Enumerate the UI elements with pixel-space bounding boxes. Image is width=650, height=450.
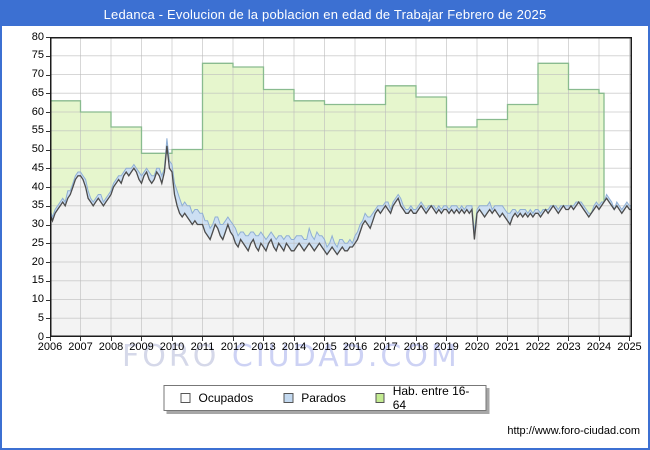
legend: Ocupados Parados Hab. entre 16-64 [163,384,487,412]
y-axis-tick [46,337,50,338]
x-axis-tick [141,337,143,341]
y-axis-tick [46,149,50,151]
y-axis-tick [46,224,50,226]
y-axis-label: 75 [31,49,44,62]
y-axis-label: 5 [37,311,44,324]
x-axis-label: 2007 [68,341,93,353]
x-axis-tick [507,337,509,341]
x-axis-tick [324,337,326,341]
site-url-link[interactable]: http://www.foro-ciudad.com [507,425,640,437]
x-axis-tick [568,337,570,341]
x-axis-tick [629,337,631,341]
x-axis-label: 2014 [281,341,307,353]
x-axis-tick [476,337,478,341]
x-axis-label: 2022 [525,341,551,353]
y-axis-tick [46,318,50,320]
y-axis-label: 60 [31,105,44,118]
y-axis-tick [46,74,50,76]
x-axis-tick [80,337,82,341]
y-axis-label: 35 [31,199,44,212]
y-axis-label: 30 [31,218,44,230]
y-axis-label: 0 [37,330,44,343]
y-axis-tick [46,93,50,95]
y-axis-label: 10 [31,293,44,305]
x-axis-tick [263,337,265,341]
y-axis-tick [46,168,50,170]
title-bar: Ledanca - Evolucion de la poblacion en e… [2,2,648,26]
y-axis-tick [46,112,50,113]
x-axis-tick [110,337,112,341]
x-axis-label: 2023 [556,341,581,353]
x-axis-tick [385,337,387,341]
x-axis-label: 2025 [617,341,642,353]
y-axis-tick [46,299,50,301]
legend-label: Parados [301,391,346,405]
legend-item-parados: Parados [283,391,346,405]
x-axis-label: 2008 [98,341,124,353]
y-axis-tick [46,130,50,132]
ocupados-line [50,145,632,256]
x-axis-label: 2021 [495,341,520,353]
plot-area [50,37,632,337]
watermark-text: FORO [122,339,232,374]
x-axis-label: 2015 [312,341,337,353]
x-axis-tick [232,337,234,341]
legend-item-hab-entre-16-64: Hab. entre 16-64 [375,384,470,412]
x-axis-tick [415,337,417,341]
legend-label: Hab. entre 16-64 [392,384,470,412]
watermark: FORO CIUDAD.COM [122,339,460,374]
x-axis-tick [293,337,295,341]
x-axis-label: 2019 [434,341,459,353]
y-axis-label: 15 [31,274,44,287]
hab-line [50,62,605,202]
chart-canvas [50,37,632,337]
legend-swatch-icon [180,393,191,403]
x-axis-label: 2011 [190,341,215,353]
legend-swatch-icon [283,393,294,403]
ocupados-area [50,145,632,337]
x-axis-label: 2016 [342,341,368,353]
legend-swatch-icon [375,393,385,403]
x-axis-label: 2010 [159,341,185,353]
watermark-text-2: CIUDAD.COM [231,339,460,374]
y-axis-label: 55 [31,124,44,137]
x-axis-label: 2017 [373,341,398,353]
x-axis-tick [202,337,204,341]
x-axis-label: 2018 [403,341,429,353]
chart-region: FORO CIUDAD.COM Ocupados Parados Hab. entr… [2,26,648,448]
x-axis-tick [598,337,600,341]
x-axis-tick [446,337,448,341]
x-axis-tick [171,337,173,341]
x-axis-label: 2006 [37,341,63,353]
chart-title: Ledanca - Evolucion de la poblacion en e… [103,6,547,22]
y-axis-label: 40 [31,180,44,193]
y-axis-label: 25 [31,236,44,249]
x-axis-label: 2024 [586,341,612,353]
y-axis-label: 80 [31,30,44,43]
x-axis-tick [354,337,356,341]
x-axis-tick [537,337,539,341]
x-axis-label: 2013 [251,341,276,353]
y-axis-label: 65 [31,86,44,99]
x-axis-tick [50,337,51,341]
y-axis-tick [46,187,50,188]
y-axis-tick [46,243,50,245]
legend-label: Ocupados [198,391,254,405]
plot-border [50,37,632,337]
y-axis-label: 45 [31,161,44,174]
y-axis-label: 50 [31,143,44,155]
y-axis-label: 70 [31,68,44,80]
y-axis-label: 20 [31,255,44,268]
x-axis-label: 2012 [220,341,246,353]
y-axis-tick [46,262,50,263]
x-axis-label: 2020 [464,341,490,353]
parados-line [50,138,632,249]
y-axis-tick [46,55,50,57]
y-axis-tick [46,280,50,282]
x-axis-label: 2009 [129,341,154,353]
y-axis-tick [46,205,50,207]
legend-item-ocupados: Ocupados [180,391,254,405]
y-axis-tick [46,37,50,38]
